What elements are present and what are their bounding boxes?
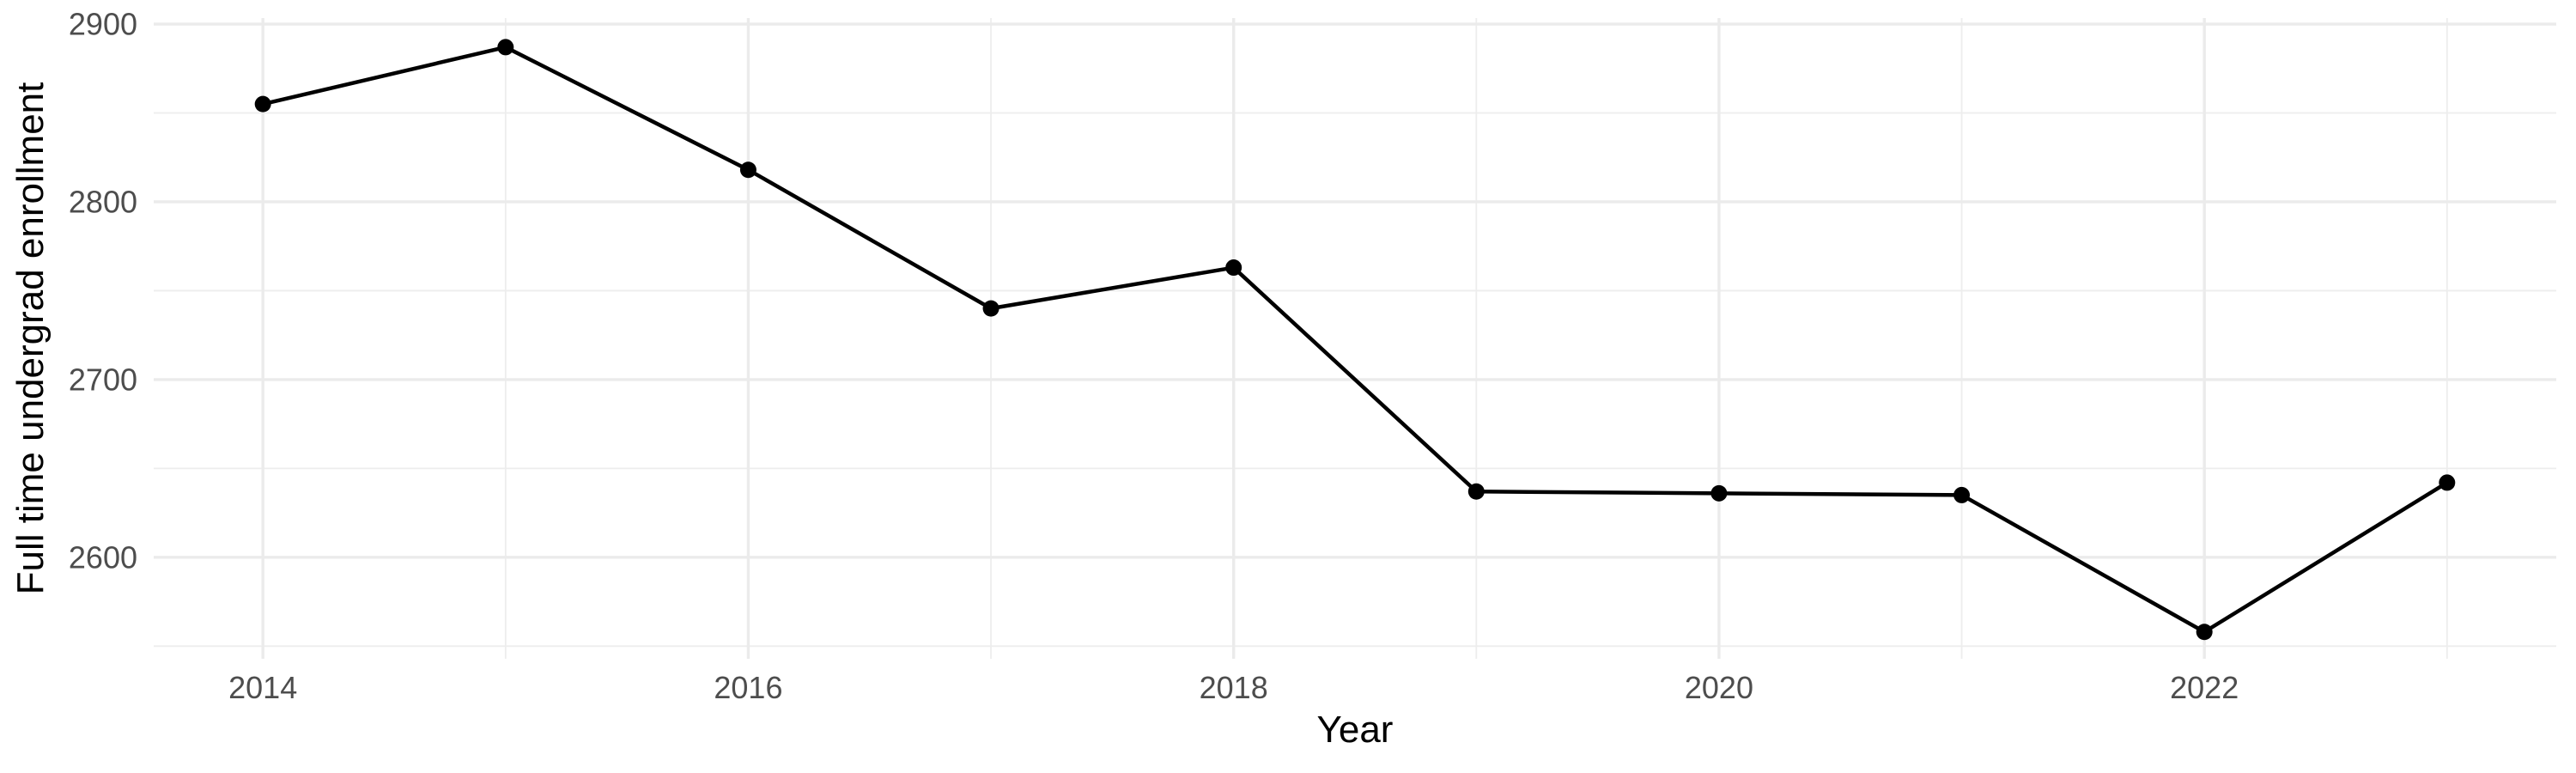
data-point [1710, 484, 1728, 502]
y-tick-label: 2700 [69, 362, 137, 397]
data-point [739, 161, 756, 179]
data-point [2196, 624, 2213, 641]
data-point [497, 39, 514, 56]
y-axis-title: Full time undergrad enrollment [9, 82, 52, 595]
grid-major [154, 18, 2556, 659]
y-tick-label: 2600 [69, 539, 137, 575]
grid-minor [154, 18, 2556, 659]
x-axis-title: Year [1317, 709, 1394, 751]
x-tick-label: 2014 [228, 670, 297, 705]
data-series [254, 39, 2456, 641]
y-tick-label: 2800 [69, 184, 137, 219]
data-point [1467, 483, 1485, 500]
data-point [2439, 474, 2456, 491]
x-tick-label: 2020 [1685, 670, 1753, 705]
x-tick-label: 2022 [2170, 670, 2239, 705]
data-point [982, 300, 999, 317]
x-tick-label: 2016 [714, 670, 782, 705]
x-tick-label: 2018 [1200, 670, 1268, 705]
data-point [1225, 259, 1242, 277]
y-tick-labels: 2600 2700 2800 2900 [69, 7, 137, 575]
y-tick-label: 2900 [69, 7, 137, 42]
data-point [1953, 486, 1971, 503]
x-tick-labels: 2014 2016 2018 2020 2022 [228, 670, 2239, 705]
data-line [262, 45, 2448, 635]
data-point [254, 95, 271, 113]
